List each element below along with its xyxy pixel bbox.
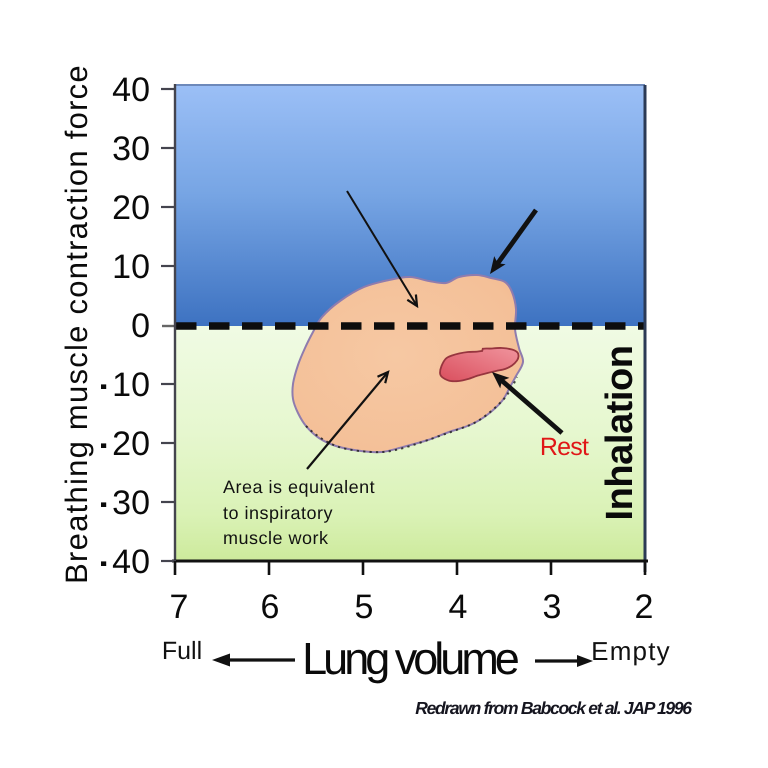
- svg-text:30: 30: [112, 484, 150, 522]
- svg-text:40: 40: [112, 71, 150, 109]
- svg-text:4: 4: [449, 588, 468, 626]
- svg-text:muscle work: muscle work: [223, 528, 329, 548]
- svg-text:to inspiratory: to inspiratory: [223, 503, 333, 523]
- svg-text:6: 6: [261, 588, 280, 626]
- svg-text:Inhalation: Inhalation: [599, 346, 641, 521]
- svg-text:30: 30: [112, 130, 150, 168]
- svg-text:40: 40: [112, 543, 150, 581]
- svg-text:20: 20: [112, 425, 150, 463]
- svg-text:Full: Full: [162, 637, 202, 665]
- svg-text:10: 10: [112, 366, 150, 404]
- svg-text:Area is equivalent: Area is equivalent: [223, 477, 375, 497]
- svg-text:2: 2: [635, 588, 654, 626]
- svg-text:Breathing muscle contraction f: Breathing muscle contraction force: [59, 64, 94, 584]
- svg-text:5: 5: [355, 588, 374, 626]
- svg-text:Redrawn from Babcock et al. JA: Redrawn from Babcock et al. JAP 1996: [415, 698, 692, 718]
- svg-text:20: 20: [112, 189, 150, 227]
- svg-text:Lung volume: Lung volume: [302, 633, 519, 684]
- svg-text:3: 3: [543, 588, 562, 626]
- svg-text:10: 10: [112, 248, 150, 286]
- svg-text:7: 7: [170, 588, 189, 626]
- svg-text:Empty: Empty: [591, 636, 671, 666]
- svg-text:0: 0: [131, 307, 150, 345]
- svg-text:Rest: Rest: [540, 433, 589, 461]
